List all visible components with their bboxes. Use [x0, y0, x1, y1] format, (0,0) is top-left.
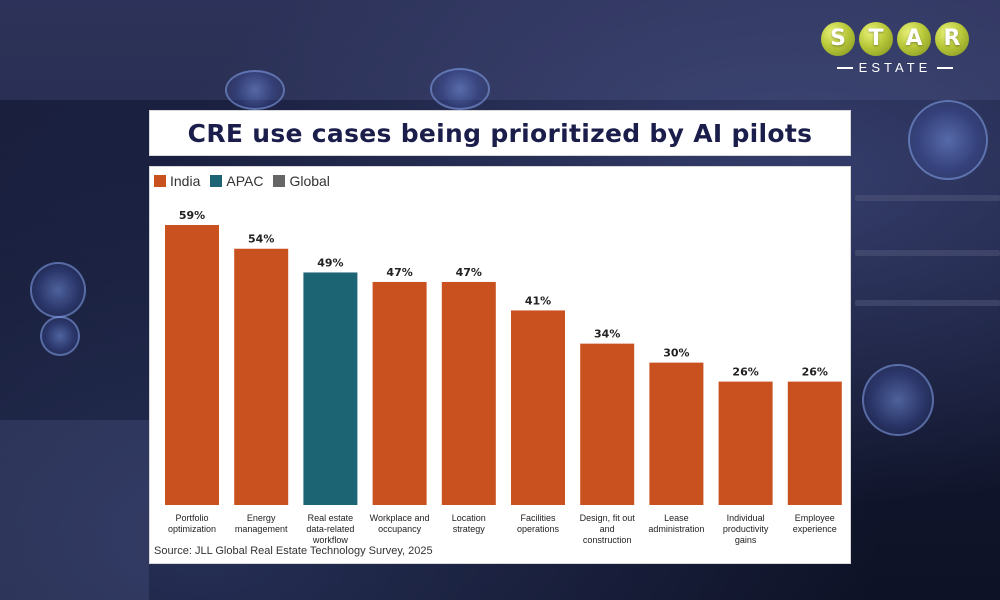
category-label-1: Portfolio optimization: [168, 513, 216, 534]
value-label-8: 30%: [663, 347, 689, 360]
logo-divider: [836, 66, 853, 69]
logo-divider: [937, 66, 954, 69]
value-label-1: 59%: [179, 209, 205, 222]
value-label-9: 26%: [732, 366, 758, 379]
bar-10: [787, 381, 842, 505]
tower-icon: [40, 316, 80, 356]
legend-item-global: Global: [273, 173, 330, 189]
bar-5: [441, 281, 496, 505]
wifi-icon: [908, 100, 988, 180]
chart-source: Source: JLL Global Real Estate Technolog…: [154, 545, 433, 557]
category-label-10: Employee experience: [793, 513, 837, 534]
category-label-2: Energy management: [235, 513, 288, 534]
bar-chart: 59% Portfolio optimization 54% Energy managem…: [165, 209, 842, 545]
bar-6: [511, 310, 565, 505]
logo-letter: A: [897, 22, 931, 56]
legend-item-india: India: [154, 173, 200, 189]
chart-title-box: CRE use cases being prioritized by AI pi…: [149, 110, 851, 156]
category-label-5: Location strategy: [452, 513, 486, 534]
star-estate-logo: S T A R ESTATE: [815, 22, 975, 88]
home-icon: [430, 68, 490, 110]
legend-label-apac: APAC: [226, 173, 264, 189]
monitor-icon: [862, 364, 934, 436]
value-label-10: 26%: [802, 366, 828, 379]
logo-letter: R: [935, 22, 969, 56]
legend-swatch-apac: [210, 175, 223, 187]
category-label-8: Lease administration: [648, 513, 704, 534]
value-label-3: 49%: [317, 256, 343, 269]
background-shelf: [855, 195, 1000, 201]
background-window: [0, 420, 149, 600]
chart-title: CRE use cases being prioritized by AI pi…: [187, 118, 813, 148]
cloud-icon: [225, 70, 285, 110]
bar-8: [649, 362, 704, 505]
camera-icon: [30, 262, 86, 318]
value-label-7: 34%: [594, 328, 620, 341]
bar-3: [303, 272, 358, 505]
category-label-3: Real estate data-related workflow: [306, 513, 354, 545]
value-label-6: 41%: [525, 294, 551, 307]
chart-card: India APAC Global 59% Portfolio optimizati…: [149, 166, 851, 564]
value-label-2: 54%: [248, 233, 274, 246]
bar-7: [580, 343, 635, 505]
logo-letters: S T A R: [815, 22, 975, 56]
background-shelf: [855, 300, 1000, 306]
category-label-7: Design, fit out and construction: [580, 513, 636, 545]
category-label-4: Workplace and occupancy: [370, 513, 430, 534]
logo-letter: T: [859, 22, 893, 56]
bar-1: [165, 225, 219, 505]
legend-item-apac: APAC: [210, 173, 263, 189]
category-label-9: Individual productivity gains: [723, 513, 769, 545]
logo-subtitle-row: ESTATE: [815, 60, 975, 75]
chart-legend: India APAC Global: [154, 173, 330, 189]
logo-letter: S: [821, 22, 855, 56]
bar-4: [372, 281, 427, 505]
legend-swatch-india: [154, 175, 166, 187]
bar-2: [234, 248, 289, 505]
legend-label-india: India: [170, 173, 201, 189]
value-label-5: 47%: [456, 266, 482, 279]
value-label-4: 47%: [386, 266, 412, 279]
logo-subtitle: ESTATE: [858, 60, 932, 75]
category-label-6: Facilities operations: [517, 513, 560, 534]
legend-label-global: Global: [289, 173, 330, 189]
legend-swatch-global: [273, 175, 286, 187]
bar-9: [718, 381, 773, 505]
background-shelf: [855, 250, 1000, 256]
